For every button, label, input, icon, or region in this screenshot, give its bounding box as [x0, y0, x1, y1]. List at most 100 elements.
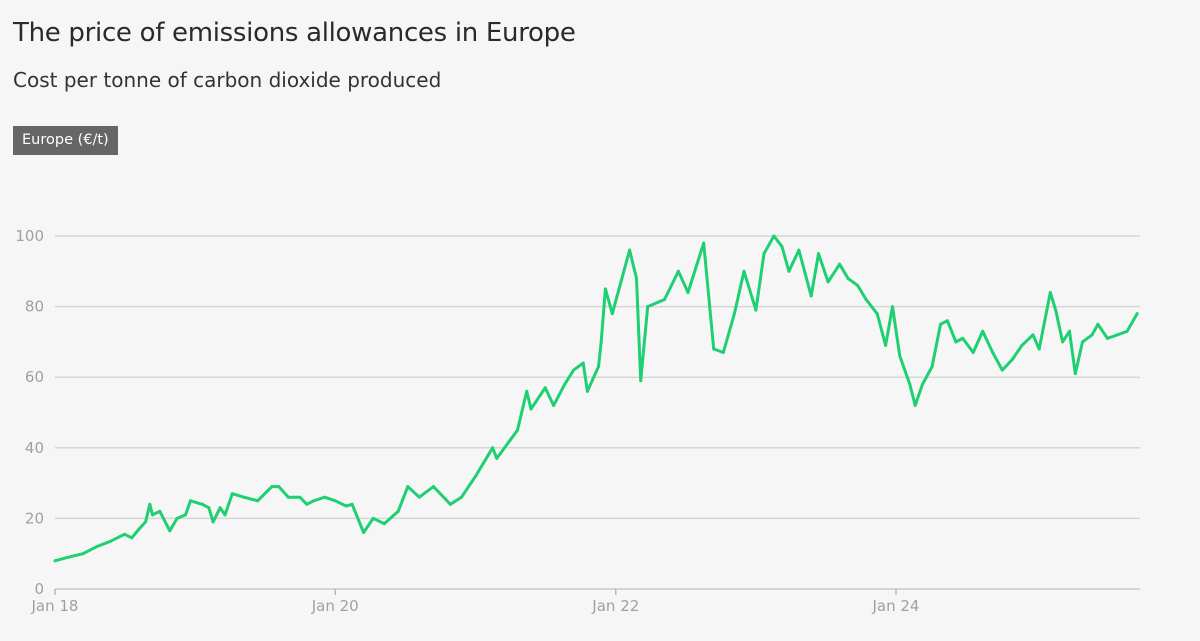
- data-point: [371, 516, 375, 520]
- data-point: [218, 506, 222, 510]
- data-point: [305, 502, 309, 506]
- data-point: [53, 559, 57, 563]
- data-point: [884, 343, 888, 347]
- data-point: [459, 495, 463, 499]
- data-point: [780, 245, 784, 249]
- data-point: [1031, 333, 1035, 337]
- data-point: [898, 354, 902, 358]
- y-tick-label: 80: [25, 298, 44, 316]
- data-point: [474, 474, 478, 478]
- data-point: [686, 290, 690, 294]
- data-point: [945, 319, 949, 323]
- data-point: [1073, 372, 1077, 376]
- y-tick-label: 20: [25, 509, 44, 527]
- data-point: [864, 298, 868, 302]
- data-point: [158, 509, 162, 513]
- chart-subtitle: Cost per tonne of carbon dioxide produce…: [13, 68, 442, 92]
- data-point: [1125, 329, 1129, 333]
- data-point: [1081, 340, 1085, 344]
- data-point: [1067, 329, 1071, 333]
- y-axis-ticks: 0 20 40 60 80 100: [15, 227, 44, 598]
- data-point: [1090, 333, 1094, 337]
- data-point: [242, 495, 246, 499]
- data-point: [1105, 336, 1109, 340]
- data-point: [856, 283, 860, 287]
- x-tick-label: Jan 24: [872, 597, 920, 615]
- data-point: [277, 485, 281, 489]
- data-point: [1037, 347, 1041, 351]
- data-point: [362, 531, 366, 535]
- y-tick-label: 60: [25, 368, 44, 386]
- data-point: [184, 513, 188, 517]
- data-point: [525, 389, 529, 393]
- data-point: [597, 365, 601, 369]
- data-point: [344, 504, 348, 508]
- data-point: [721, 350, 725, 354]
- data-point: [875, 312, 879, 316]
- data-point: [323, 495, 327, 499]
- data-point: [417, 495, 421, 499]
- data-point: [961, 336, 965, 340]
- data-point: [270, 485, 274, 489]
- data-point: [635, 276, 639, 280]
- data-point: [396, 509, 400, 513]
- data-point: [981, 329, 985, 333]
- data-point: [913, 403, 917, 407]
- data-point: [333, 499, 337, 503]
- data-point: [516, 428, 520, 432]
- series-europe: [53, 234, 1139, 563]
- data-point: [563, 382, 567, 386]
- data-point: [603, 287, 607, 291]
- data-point: [491, 446, 495, 450]
- data-point: [148, 502, 152, 506]
- data-point: [838, 262, 842, 266]
- data-point: [543, 386, 547, 390]
- data-point: [298, 495, 302, 499]
- data-point: [66, 555, 70, 559]
- data-point: [646, 305, 650, 309]
- x-tick-label: Jan 20: [311, 597, 359, 615]
- data-point: [144, 520, 148, 524]
- data-point: [137, 527, 141, 531]
- data-point: [639, 379, 643, 383]
- y-tick-label: 40: [25, 439, 44, 457]
- data-point: [108, 539, 112, 543]
- data-point: [787, 269, 791, 273]
- data-point: [628, 248, 632, 252]
- series-line: [53, 234, 1139, 563]
- data-point: [732, 312, 736, 316]
- data-point: [529, 407, 533, 411]
- data-point: [122, 532, 126, 536]
- data-point: [581, 361, 585, 365]
- x-tick-label: Jan 22: [591, 597, 639, 615]
- data-point: [211, 520, 215, 524]
- data-point: [448, 502, 452, 506]
- data-point: [712, 347, 716, 351]
- data-point: [754, 308, 758, 312]
- data-point: [1010, 358, 1014, 362]
- data-point: [431, 485, 435, 489]
- data-point: [809, 294, 813, 298]
- data-point: [552, 403, 556, 407]
- x-axis-ticks: Jan 18 Jan 20 Jan 22 Jan 24: [31, 589, 920, 615]
- data-point: [223, 513, 227, 517]
- data-point: [130, 536, 134, 540]
- data-point: [1020, 343, 1024, 347]
- data-point: [971, 350, 975, 354]
- data-point: [200, 502, 204, 506]
- data-point: [1135, 312, 1139, 316]
- data-point: [207, 506, 211, 510]
- data-point: [797, 248, 801, 252]
- data-point: [846, 276, 850, 280]
- data-point: [495, 456, 499, 460]
- data-point: [175, 516, 179, 520]
- data-point: [762, 252, 766, 256]
- data-point: [286, 495, 290, 499]
- legend-series-europe[interactable]: Europe (€/t): [13, 126, 118, 155]
- data-point: [908, 382, 912, 386]
- data-point: [742, 269, 746, 273]
- data-point: [406, 485, 410, 489]
- y-tick-label: 0: [34, 580, 44, 598]
- data-point: [599, 340, 603, 344]
